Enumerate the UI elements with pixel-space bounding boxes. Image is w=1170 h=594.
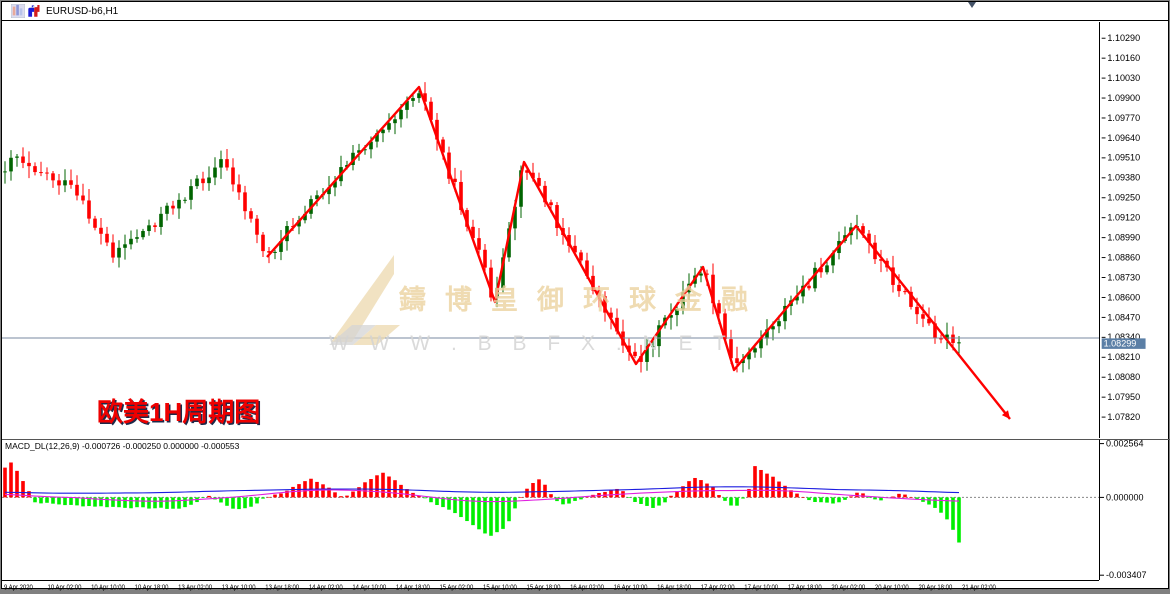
- svg-text:9 Apr 2020: 9 Apr 2020: [4, 584, 33, 592]
- svg-text:1.09510: 1.09510: [1107, 153, 1140, 163]
- svg-text:1.08210: 1.08210: [1107, 352, 1140, 362]
- svg-text:20 Apr 02:00: 20 Apr 02:00: [831, 584, 865, 592]
- svg-text:W W W . B B F X . N E T: W W W . B B F X . N E T: [329, 332, 733, 355]
- svg-text:1.10030: 1.10030: [1107, 73, 1140, 83]
- svg-text:1.07950: 1.07950: [1107, 392, 1140, 402]
- svg-text:13 Apr 18:00: 13 Apr 18:00: [265, 584, 299, 592]
- svg-text:13 Apr 10:00: 13 Apr 10:00: [222, 584, 256, 592]
- svg-text:14 Apr 02:00: 14 Apr 02:00: [309, 584, 343, 592]
- svg-text:17 Apr 02:00: 17 Apr 02:00: [701, 584, 735, 592]
- svg-text:1.08080: 1.08080: [1107, 372, 1140, 382]
- svg-text:15 Apr 10:00: 15 Apr 10:00: [483, 584, 517, 592]
- svg-text:15 Apr 02:00: 15 Apr 02:00: [439, 584, 473, 592]
- svg-text:MACD_DL(12,26,9) -0.000726 -0.: MACD_DL(12,26,9) -0.000726 -0.000250 0.0…: [5, 441, 240, 451]
- svg-text:1.08470: 1.08470: [1107, 312, 1140, 322]
- svg-text:15 Apr 18:00: 15 Apr 18:00: [527, 584, 561, 592]
- svg-text:14 Apr 18:00: 14 Apr 18:00: [396, 584, 430, 592]
- svg-text:1.08860: 1.08860: [1107, 252, 1140, 262]
- svg-text:10 Apr 18:00: 10 Apr 18:00: [135, 584, 169, 592]
- svg-text:1.09900: 1.09900: [1107, 93, 1140, 103]
- svg-text:20 Apr 10:00: 20 Apr 10:00: [875, 584, 909, 592]
- svg-text:1.09770: 1.09770: [1107, 113, 1140, 123]
- svg-text:1.09380: 1.09380: [1107, 173, 1140, 183]
- svg-text:鑄博皇御环球金融: 鑄博皇御环球金融: [398, 284, 767, 315]
- svg-text:1.09120: 1.09120: [1107, 213, 1140, 223]
- svg-text:1.10290: 1.10290: [1107, 33, 1140, 43]
- svg-text:1.08730: 1.08730: [1107, 272, 1140, 282]
- svg-text:-0.003407: -0.003407: [1106, 570, 1147, 580]
- svg-text:16 Apr 18:00: 16 Apr 18:00: [657, 584, 691, 592]
- svg-text:0.002564: 0.002564: [1106, 440, 1144, 449]
- svg-text:欧美1H周期图: 欧美1H周期图: [97, 397, 260, 427]
- svg-text:1.08299: 1.08299: [1104, 338, 1137, 348]
- svg-text:17 Apr 10:00: 17 Apr 10:00: [744, 584, 778, 592]
- svg-text:16 Apr 10:00: 16 Apr 10:00: [614, 584, 648, 592]
- svg-text:1.07820: 1.07820: [1107, 412, 1140, 422]
- svg-text:21 Apr 02:00: 21 Apr 02:00: [962, 584, 996, 592]
- svg-text:20 Apr 18:00: 20 Apr 18:00: [918, 584, 952, 592]
- svg-text:16 Apr 02:00: 16 Apr 02:00: [570, 584, 604, 592]
- svg-text:10 Apr 10:00: 10 Apr 10:00: [91, 584, 125, 592]
- svg-text:1.09250: 1.09250: [1107, 193, 1140, 203]
- svg-text:10 Apr 02:00: 10 Apr 02:00: [48, 584, 82, 592]
- svg-text:1.08600: 1.08600: [1107, 292, 1140, 302]
- svg-text:0.000000: 0.000000: [1106, 492, 1144, 502]
- svg-text:1.10160: 1.10160: [1107, 53, 1140, 63]
- svg-text:13 Apr 02:00: 13 Apr 02:00: [178, 584, 212, 592]
- svg-text:17 Apr 18:00: 17 Apr 18:00: [788, 584, 822, 592]
- svg-text:14 Apr 10:00: 14 Apr 10:00: [352, 584, 386, 592]
- svg-text:1.08990: 1.08990: [1107, 232, 1140, 242]
- svg-text:1.09640: 1.09640: [1107, 133, 1140, 143]
